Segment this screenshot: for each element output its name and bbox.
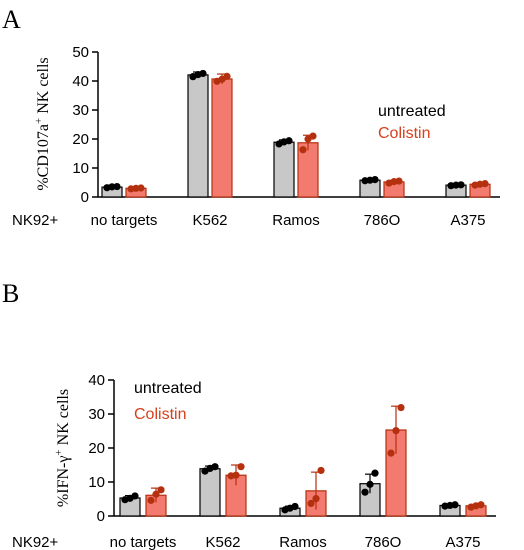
data-point [223, 72, 231, 80]
data-point [361, 488, 369, 496]
data-point [307, 499, 315, 508]
y-tick-label: 10 [72, 160, 89, 177]
category-label: A375 [445, 534, 480, 550]
y-tick-label: 10 [88, 474, 105, 491]
data-point [451, 501, 459, 509]
y-tick-label: 0 [97, 508, 105, 525]
y-tick-label: 20 [72, 131, 89, 148]
data-point [152, 490, 160, 498]
data-point [387, 449, 395, 457]
category-label: no targets [110, 534, 177, 550]
data-point [199, 69, 207, 78]
category-label: 786O [365, 534, 402, 550]
data-point [366, 480, 374, 488]
data-point [211, 463, 219, 471]
category-label: K562 [192, 212, 227, 229]
category-label: K562 [205, 534, 240, 550]
row-label-b: NK92+ [12, 534, 59, 550]
data-point [147, 496, 155, 504]
data-point [237, 463, 245, 471]
legend-colistin-a: Colistin [378, 125, 430, 142]
category-label: Ramos [272, 212, 320, 229]
data-point [131, 492, 139, 500]
legend-untreated-b: untreated [134, 380, 202, 397]
bar-untreated [187, 74, 209, 198]
category-label: A375 [450, 212, 485, 229]
data-point [481, 180, 489, 188]
plot-a: 0 10 20 30 40 50 no targets K562 Ramos 786O A375 [72, 44, 500, 229]
data-point [457, 181, 465, 189]
data-point [395, 177, 403, 185]
legend-colistin-b: Colistin [134, 406, 186, 423]
data-point [309, 132, 317, 140]
data-point [312, 495, 320, 503]
data-point [371, 469, 379, 477]
category-label: Ramos [279, 534, 327, 550]
panel-label-a: A [2, 5, 21, 34]
y-tick-label: 40 [88, 372, 105, 389]
bar-untreated [273, 141, 295, 198]
category-label: no targets [91, 212, 158, 229]
panel-label-b: B [2, 279, 19, 308]
y-tick-label: 50 [72, 44, 89, 61]
data-point [285, 137, 293, 145]
y-tick-label: 20 [88, 440, 105, 457]
row-label-a: NK92+ [12, 212, 59, 229]
data-point [397, 403, 405, 412]
data-point [113, 182, 121, 191]
y-tick-label: 0 [81, 189, 89, 206]
y-axis-label-b: %IFN-γ+ NK cells [53, 389, 72, 507]
data-point [317, 466, 325, 475]
y-tick-label: 30 [88, 406, 105, 423]
data-point [477, 501, 485, 509]
bar-colistin [211, 78, 233, 198]
bar-untreated [199, 468, 221, 517]
category-label: 786O [364, 212, 401, 229]
legend-untreated-a: untreated [378, 103, 446, 120]
data-point [371, 176, 379, 184]
y-tick-label: 30 [72, 102, 89, 119]
y-tick-label: 40 [72, 73, 89, 90]
plot-b: 0 10 20 30 40 no targets K562 Ramos 786O A375 [88, 372, 496, 550]
data-point [299, 146, 307, 154]
data-point [232, 471, 240, 479]
data-point [291, 502, 299, 511]
y-axis-label-a: %CD107a+ NK cells [33, 57, 52, 190]
data-point [392, 427, 400, 435]
data-point [137, 184, 145, 192]
data-point [157, 486, 165, 494]
